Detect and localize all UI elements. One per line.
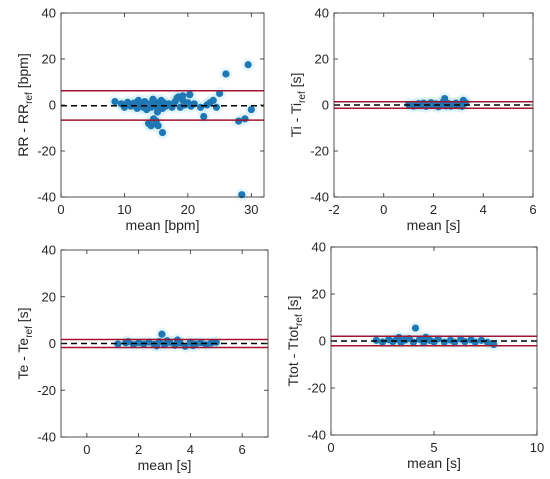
y-axis-label-main: Ti - Ti <box>288 103 304 137</box>
y-tick-label: 20 <box>312 287 326 302</box>
y-axis-label-subscript: ref <box>294 314 305 326</box>
panel-3: 0 2 4 6 -40 -20 0 20 40 mean [s] Te - Teref [s] <box>15 243 269 473</box>
y-tick-label: 40 <box>42 243 56 258</box>
data-point <box>395 333 403 342</box>
data-point <box>471 338 479 346</box>
y-axis-label: Te - Teref [s] <box>15 307 35 379</box>
y-axis-label: Ttot - Ttotref [s] <box>285 296 305 387</box>
y-axis-label: RR - RRref [bpm] <box>15 53 35 156</box>
data-point <box>244 61 252 69</box>
data-point <box>196 103 205 111</box>
data-point <box>186 91 194 99</box>
y-tick-label: 0 <box>49 336 56 351</box>
y-tick-label: -40 <box>37 430 56 445</box>
data-point <box>111 97 119 106</box>
data-point <box>490 340 498 349</box>
x-tick-label: 0 <box>83 442 90 457</box>
y-axis-label-unit: [s] <box>15 307 31 326</box>
data-point <box>174 93 182 101</box>
x-tick-label: 20 <box>181 202 195 217</box>
data-point <box>411 324 420 332</box>
x-axis-label: mean [bpm] <box>126 217 200 233</box>
x-axis-label: mean [s] <box>407 217 461 233</box>
y-axis-label-main: Te - Te <box>15 338 31 380</box>
x-tick-label: 10 <box>117 202 131 217</box>
data-point <box>378 338 387 346</box>
panel-4: 0 5 10 -40 -20 0 20 40 mean [s] Ttot - Ttotref [s… <box>285 240 544 472</box>
data-point <box>409 338 417 346</box>
data-point <box>215 89 224 98</box>
y-axis-label: Ti - Tiref [s] <box>288 73 308 138</box>
y-tick-label: -40 <box>37 190 56 205</box>
x-tick-label: 0 <box>327 440 334 455</box>
data-point <box>238 191 246 199</box>
x-tick-label: 2 <box>135 442 142 457</box>
x-tick-label: 10 <box>530 440 544 455</box>
y-axis-label-unit: [s] <box>288 73 304 92</box>
y-axis-label-main: RR - RR <box>15 104 31 157</box>
y-axis-label-main: Ttot - Ttot <box>285 326 301 387</box>
y-tick-label: -20 <box>307 381 326 396</box>
y-tick-label: 20 <box>42 52 56 67</box>
y-tick-label: 20 <box>42 289 56 304</box>
data-point <box>114 340 122 348</box>
data-point <box>212 103 221 111</box>
x-tick-label: 4 <box>187 442 194 457</box>
y-tick-label: 40 <box>42 6 56 21</box>
x-tick-label: 0 <box>57 202 64 217</box>
x-tick-label: 6 <box>529 202 536 217</box>
y-tick-label: -20 <box>37 144 56 159</box>
y-tick-label: 40 <box>312 240 326 255</box>
data-point <box>200 112 208 121</box>
data-point <box>483 338 492 347</box>
data-point <box>206 99 214 107</box>
data-point <box>247 106 255 114</box>
y-tick-label: -40 <box>310 190 329 205</box>
y-tick-label: 0 <box>319 334 326 349</box>
y-tick-label: 0 <box>49 98 56 113</box>
x-tick-label: -2 <box>328 202 340 217</box>
data-point <box>158 129 167 137</box>
y-tick-label: 20 <box>315 52 329 67</box>
y-axis-label-unit: [bpm] <box>15 53 31 92</box>
x-axis-label: mean [s] <box>407 455 461 471</box>
data-point <box>440 338 448 346</box>
data-point <box>235 117 243 125</box>
x-axis-label: mean [s] <box>138 457 192 473</box>
data-point <box>441 94 449 103</box>
x-tick-label: 2 <box>430 202 437 217</box>
y-axis-label-subscript: ref <box>297 91 308 103</box>
data-point <box>241 115 249 123</box>
x-tick-label: 6 <box>239 442 246 457</box>
x-tick-label: 5 <box>430 440 437 455</box>
y-tick-label: 0 <box>322 98 329 113</box>
data-point <box>451 338 459 347</box>
y-tick-label: -40 <box>307 428 326 443</box>
x-tick-label: 30 <box>244 202 258 217</box>
data-point <box>158 330 166 338</box>
x-tick-label: 4 <box>480 202 487 217</box>
y-axis-label-subscript: ref <box>24 92 35 104</box>
data-point <box>422 333 430 341</box>
y-tick-label: 40 <box>315 6 329 21</box>
y-tick-label: -20 <box>37 383 56 398</box>
y-axis-label-unit: [s] <box>285 296 301 315</box>
x-tick-label: 0 <box>380 202 387 217</box>
panel-1: 0 10 20 30 -40 -20 0 20 40 mean [bpm] RR - RRref [… <box>15 6 265 233</box>
y-axis-label-subscript: ref <box>24 326 35 338</box>
data-point <box>153 108 162 116</box>
data-point <box>152 117 160 125</box>
data-point <box>147 122 155 130</box>
y-tick-label: -20 <box>310 144 329 159</box>
data-point <box>222 70 230 78</box>
